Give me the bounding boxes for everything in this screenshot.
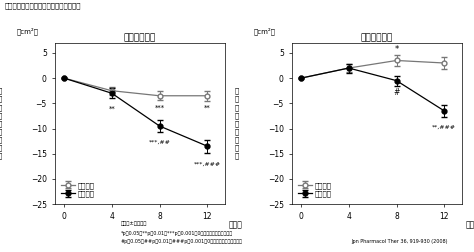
- Text: **: **: [109, 106, 115, 112]
- Text: **,###: **,###: [432, 124, 456, 130]
- Text: （週）: （週）: [465, 220, 474, 229]
- Text: ***: ***: [155, 104, 164, 110]
- Text: *: *: [394, 45, 399, 54]
- Text: ***,##: ***,##: [148, 140, 171, 145]
- Text: *p＜0.05，**p＜0.01，***p＜0.001　0週と比較して有意差あり: *p＜0.05，**p＜0.01，***p＜0.001 0週と比較して有意差あり: [121, 231, 233, 236]
- Title: 皮下脆肪面積: 皮下脆肪面積: [361, 33, 393, 42]
- Legend: 対照飲料, 被験飲料: 対照飲料, 被験飲料: [299, 182, 332, 197]
- Text: **: **: [204, 105, 210, 111]
- Text: 内
臓
脆
肪
面
積
変
化
量: 内 臓 脆 肪 面 積 変 化 量: [0, 88, 2, 159]
- Text: ***,###: ***,###: [194, 162, 221, 167]
- Text: （cm²）: （cm²）: [17, 27, 39, 35]
- Text: Jpn Pharmacol Ther 36, 919-930 (2008): Jpn Pharmacol Ther 36, 919-930 (2008): [351, 239, 447, 244]
- Text: #: #: [393, 88, 400, 97]
- Text: （cm²）: （cm²）: [254, 27, 276, 35]
- Title: 内臓脆肪面積: 内臓脆肪面積: [124, 33, 156, 42]
- Text: （週）: （週）: [228, 220, 242, 229]
- Text: #p＜0.05，##p＜0.01，###p＜0.001　0週と比較して有意差あり: #p＜0.05，##p＜0.01，###p＜0.001 0週と比較して有意差あり: [121, 239, 243, 244]
- Legend: 対照飲料, 被験飲料: 対照飲料, 被験飲料: [62, 182, 95, 197]
- Text: 【内臓脆肪面積、皮下脆肪面積の推移】: 【内臓脆肪面積、皮下脆肪面積の推移】: [5, 3, 81, 9]
- Text: 平均値±標準誤差: 平均値±標準誤差: [121, 220, 147, 226]
- Text: 皮
下
脆
肪
面
積
変
化
量: 皮 下 脆 肪 面 積 変 化 量: [235, 88, 239, 159]
